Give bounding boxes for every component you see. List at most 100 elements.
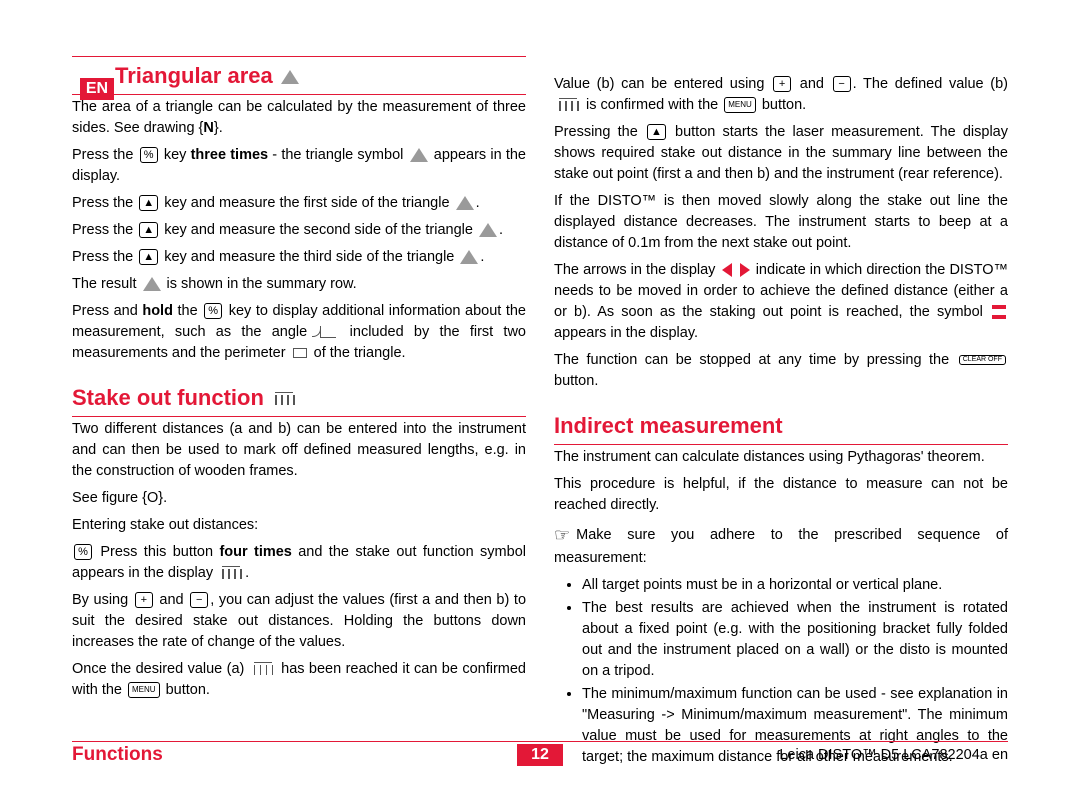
text: and bbox=[155, 592, 188, 608]
page-number: 12 bbox=[517, 744, 563, 766]
stake-adjust: By using + and −, you can adjust the val… bbox=[72, 590, 526, 653]
clear-key-icon: CLEAR OFF bbox=[959, 355, 1006, 365]
tri-step1: Press the % key three times - the triang… bbox=[72, 145, 526, 187]
bold-text: three times bbox=[191, 147, 269, 163]
ind-pythagoras: The instrument can calculate distances u… bbox=[554, 447, 1008, 468]
text: By using bbox=[72, 592, 133, 608]
text: . bbox=[480, 249, 484, 265]
stake-icon bbox=[252, 661, 274, 677]
text: Pressing the bbox=[554, 124, 645, 140]
text: Once the desired value (a) bbox=[72, 661, 249, 677]
text: . bbox=[476, 195, 480, 211]
text: Press the bbox=[72, 147, 138, 163]
triangle-icon bbox=[460, 250, 478, 264]
language-badge: EN bbox=[80, 78, 114, 100]
dist-key-icon: ▲ bbox=[139, 195, 158, 211]
text: Press the bbox=[72, 195, 137, 211]
two-column-layout: Triangular area The area of a triangle c… bbox=[72, 56, 1008, 786]
text: The arrows in the display bbox=[554, 262, 720, 278]
dist-key-icon: ▲ bbox=[647, 124, 666, 140]
plus-key-icon: + bbox=[135, 592, 153, 608]
drawing-ref: N bbox=[203, 120, 213, 136]
dist-key-icon: ▲ bbox=[139, 222, 158, 238]
stake-continued: Value (b) can be entered using + and −. … bbox=[554, 56, 1008, 392]
section-indirect: Indirect measurement The instrument can … bbox=[554, 410, 1008, 768]
percent-key-icon: % bbox=[74, 544, 92, 560]
triangle-icon bbox=[456, 196, 474, 210]
stake-intro: Two different distances (a and b) can be… bbox=[72, 419, 526, 482]
percent-key-icon: % bbox=[140, 147, 158, 163]
text: Press this button bbox=[94, 544, 219, 560]
text: key and measure the second side of the t… bbox=[160, 222, 477, 238]
arrow-left-icon bbox=[722, 263, 732, 277]
tri-step-side3: Press the ▲ key and measure the third si… bbox=[72, 247, 526, 268]
text: key and measure the first side of the tr… bbox=[160, 195, 453, 211]
text: button. bbox=[554, 373, 598, 389]
plus-key-icon: + bbox=[773, 76, 791, 92]
left-column: Triangular area The area of a triangle c… bbox=[72, 56, 526, 786]
triangle-icon bbox=[143, 277, 161, 291]
text: The function can be stopped at any time … bbox=[554, 352, 957, 368]
stake-confirm-a: Once the desired value (a) has been reac… bbox=[72, 659, 526, 701]
stake-move: If the DISTO™ is then moved slowly along… bbox=[554, 191, 1008, 254]
ind-note: ☞Make sure you adhere to the prescribed … bbox=[554, 522, 1008, 569]
text: The area of a triangle can be calculated… bbox=[72, 99, 526, 136]
text: key and measure the third side of the tr… bbox=[160, 249, 458, 265]
manual-page: EN Triangular area The area of a triangl… bbox=[0, 0, 1080, 806]
heading-text: Triangular area bbox=[115, 63, 273, 88]
text: of the triangle. bbox=[310, 345, 406, 361]
section-stake-out: Stake out function Two different distanc… bbox=[72, 382, 526, 701]
bars-icon bbox=[992, 305, 1006, 319]
list-item: All target points must be in a horizonta… bbox=[582, 575, 1008, 596]
text: button. bbox=[162, 682, 210, 698]
tri-step-side1: Press the ▲ key and measure the first si… bbox=[72, 193, 526, 214]
heading-triangular: Triangular area bbox=[72, 56, 526, 95]
ind-bullet-list: All target points must be in a horizonta… bbox=[554, 575, 1008, 768]
menu-key-icon: MENU bbox=[724, 97, 756, 113]
stake-value-b: Value (b) can be entered using + and −. … bbox=[554, 74, 1008, 116]
perimeter-icon bbox=[293, 348, 307, 358]
menu-key-icon: MENU bbox=[128, 682, 160, 698]
bold-text: four times bbox=[219, 544, 291, 560]
bold-text: hold bbox=[142, 303, 173, 319]
text: Press the bbox=[72, 222, 137, 238]
triangle-icon bbox=[410, 148, 428, 162]
text: key bbox=[160, 147, 191, 163]
stake-arrows: The arrows in the display indicate in wh… bbox=[554, 260, 1008, 344]
text: . bbox=[245, 565, 249, 581]
stake-figure: See figure {O}. bbox=[72, 488, 526, 509]
triangle-icon bbox=[479, 223, 497, 237]
text: appears in the display. bbox=[554, 325, 698, 341]
ind-helpful: This procedure is helpful, if the distan… bbox=[554, 474, 1008, 516]
footer-section-title: Functions bbox=[72, 744, 517, 766]
text: the bbox=[173, 303, 202, 319]
stake-entering: Entering stake out distances: bbox=[72, 515, 526, 536]
minus-key-icon: − bbox=[833, 76, 851, 92]
stake-icon bbox=[273, 391, 295, 407]
dist-key-icon: ▲ bbox=[139, 249, 158, 265]
pointing-hand-icon: ☞ bbox=[554, 522, 570, 548]
minus-key-icon: − bbox=[190, 592, 208, 608]
text: The result bbox=[72, 276, 141, 292]
arrow-right-icon bbox=[740, 263, 750, 277]
tri-intro: The area of a triangle can be calculated… bbox=[72, 97, 526, 139]
text: button. bbox=[758, 97, 806, 113]
tri-result: The result is shown in the summary row. bbox=[72, 274, 526, 295]
note-text: Make sure you adhere to the prescribed s… bbox=[554, 527, 1008, 566]
text: is shown in the summary row. bbox=[163, 276, 357, 292]
text: . The defined value (b) bbox=[853, 76, 1008, 92]
stake-icon bbox=[220, 565, 242, 581]
stake-press4: % Press this button four times and the s… bbox=[72, 542, 526, 584]
stake-icon bbox=[557, 97, 579, 113]
heading-indirect: Indirect measurement bbox=[554, 410, 1008, 445]
text: is confirmed with the bbox=[582, 97, 722, 113]
heading-stake: Stake out function bbox=[72, 382, 526, 417]
page-footer: Functions 12 Leica DISTO™ D5 LCA782204a … bbox=[72, 741, 1008, 766]
text: Press and bbox=[72, 303, 142, 319]
text: Value (b) can be entered using bbox=[554, 76, 771, 92]
list-item: The best results are achieved when the i… bbox=[582, 598, 1008, 682]
tri-hold: Press and hold the % key to display addi… bbox=[72, 301, 526, 364]
text: . bbox=[499, 222, 503, 238]
tri-step-side2: Press the ▲ key and measure the second s… bbox=[72, 220, 526, 241]
heading-text: Stake out function bbox=[72, 385, 264, 410]
